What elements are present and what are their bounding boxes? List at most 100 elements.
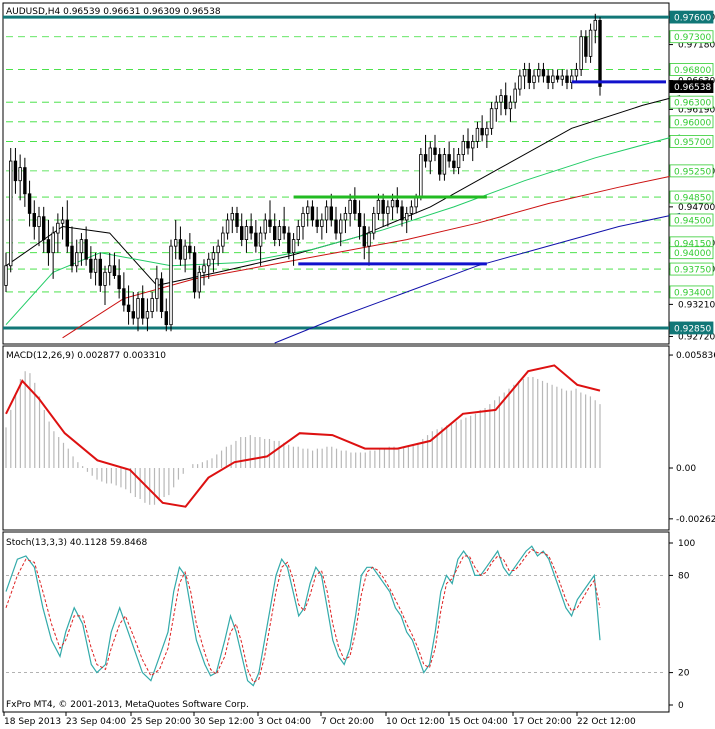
candle-body: [438, 155, 441, 175]
candle-body: [410, 207, 413, 214]
candle-body: [443, 155, 446, 175]
candle-body: [231, 213, 234, 220]
candle-body: [99, 259, 102, 285]
candle-body: [250, 227, 253, 234]
candle-body: [217, 246, 220, 253]
candle-body: [429, 148, 432, 161]
candle-body: [457, 155, 460, 168]
candle-body: [420, 155, 423, 198]
candle-body: [189, 246, 192, 253]
candle-body: [335, 220, 338, 233]
time-axis-label: 25 Sep 20:00: [131, 717, 191, 727]
candle-body: [156, 279, 159, 299]
candle-body: [542, 69, 545, 76]
candle-body: [325, 207, 328, 220]
candle-body: [85, 240, 88, 260]
candle-body: [537, 69, 540, 76]
level-tag-label: 0.95250: [674, 167, 711, 177]
candle-body: [226, 220, 229, 233]
candle-body: [552, 76, 555, 83]
candle-body: [104, 272, 107, 285]
candle-body: [193, 253, 196, 292]
candle-body: [165, 312, 168, 325]
candle-body: [462, 141, 465, 154]
candle-body: [547, 76, 550, 83]
candle-body: [52, 233, 55, 253]
macd-axis-label: -0.002627: [676, 515, 715, 525]
candle-body: [9, 161, 12, 266]
level-tag-label: 0.93750: [674, 266, 711, 276]
candle-body: [481, 128, 484, 135]
candle-body: [519, 76, 522, 89]
candle-body: [302, 213, 305, 226]
candle-body: [283, 227, 286, 234]
candle-body: [476, 128, 479, 141]
level-tag-label: 0.93400: [674, 288, 711, 298]
candle-body: [297, 227, 300, 240]
candle-body: [75, 253, 78, 266]
candle-body: [377, 200, 380, 213]
price-axis-label: 0.94700: [678, 203, 715, 213]
stoch-axis-label: 20: [678, 669, 690, 679]
candle-body: [28, 194, 31, 214]
candle-body: [118, 276, 121, 289]
candle-body: [170, 246, 173, 325]
candle-body: [255, 233, 258, 246]
candle-body: [566, 76, 569, 83]
level-tag-label: 0.94500: [674, 216, 711, 226]
candle-body: [514, 89, 517, 102]
candle-body: [363, 227, 366, 247]
candle-body: [504, 96, 507, 109]
candle-body: [292, 240, 295, 253]
candle-body: [42, 217, 45, 240]
candle-body: [339, 220, 342, 233]
candle-body: [123, 289, 126, 305]
level-tag-label: 0.96538: [674, 83, 711, 93]
candle-body: [349, 200, 352, 213]
candle-body: [236, 213, 239, 226]
candle-body: [434, 148, 437, 155]
candle-body: [212, 253, 215, 260]
candle-body: [495, 102, 498, 109]
time-axis-label: 18 Sep 2013: [4, 717, 61, 727]
time-axis-label: 23 Sep 04:00: [66, 717, 126, 727]
candle-body: [311, 207, 314, 220]
candle-body: [160, 279, 163, 312]
candle-body: [259, 233, 262, 246]
time-axis-label: 30 Sep 12:00: [194, 717, 254, 727]
candle-body: [321, 220, 324, 227]
candle-body: [264, 220, 267, 233]
price-axis-label: 0.93210: [678, 300, 715, 310]
candle-body: [278, 227, 281, 240]
candle-body: [387, 207, 390, 214]
copyright-text: FxPro MT4, © 2001-2013, MetaQuotes Softw…: [6, 700, 249, 710]
candle-body: [382, 200, 385, 213]
candle-body: [240, 227, 243, 240]
candle-body: [19, 168, 22, 181]
candle-body: [137, 298, 140, 318]
candle-body: [245, 227, 248, 240]
candle-body: [222, 233, 225, 246]
candle-body: [405, 213, 408, 220]
candle-body: [90, 259, 93, 272]
candle-body: [396, 200, 399, 207]
candle-body: [113, 266, 116, 276]
candle-body: [174, 240, 177, 247]
stoch-axis-label: 0: [678, 701, 684, 711]
candle-body: [330, 207, 333, 220]
candle-body: [132, 312, 135, 319]
macd-axis-label: 0.00: [676, 464, 696, 474]
candle-body: [306, 207, 309, 214]
candle-body: [391, 200, 394, 207]
candle-body: [585, 37, 588, 57]
candle-body: [533, 76, 536, 83]
time-axis-label: 17 Oct 20:00: [513, 717, 572, 727]
candle-body: [401, 207, 404, 220]
candle-body: [141, 298, 144, 318]
candle-body: [184, 246, 187, 259]
candle-body: [203, 266, 206, 273]
level-tag-label: 0.96000: [674, 118, 711, 128]
candle-body: [523, 69, 526, 76]
level-tag-label: 0.94000: [674, 249, 711, 259]
